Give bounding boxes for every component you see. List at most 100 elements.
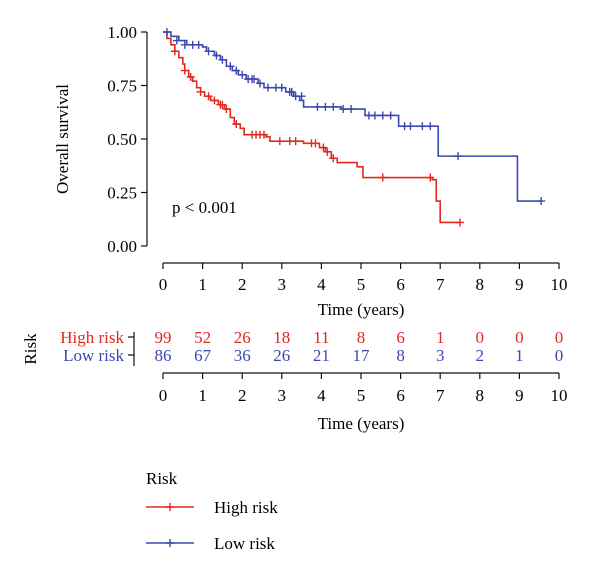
x-tick-label: 8 [476, 275, 485, 294]
high-risk-row-label: High risk [60, 328, 124, 347]
low-risk-count: 26 [273, 346, 290, 365]
high-risk-censor-mark [291, 137, 300, 146]
high-risk-count: 99 [155, 328, 172, 347]
high-risk-count: 0 [555, 328, 564, 347]
low-risk-censor-mark [297, 92, 306, 101]
risk-x-tick-label: 0 [159, 386, 168, 405]
low-risk-count: 1 [515, 346, 524, 365]
x-tick-label: 4 [317, 275, 326, 294]
low-risk-censor-mark [537, 197, 546, 206]
low-risk-censor-mark [180, 40, 189, 49]
low-risk-censor-mark [321, 102, 330, 111]
risk-x-tick-label: 9 [515, 386, 524, 405]
risk-table-x-ticks: 0 1 2 3 4 5 6 7 8 9 10 [159, 373, 568, 405]
high-risk-count: 0 [515, 328, 524, 347]
low-risk-censor-mark [212, 51, 221, 60]
low-risk-legend-label: Low risk [214, 534, 275, 553]
high-risk-censor-mark [426, 173, 435, 182]
high-risk-censor-mark [170, 47, 179, 56]
high-risk-censor-mark [323, 147, 332, 156]
x-axis-label: Time (years) [318, 300, 405, 319]
high-risk-censor-mark [222, 105, 231, 114]
risk-x-tick-label: 5 [357, 386, 366, 405]
high-risk-count: 0 [476, 328, 485, 347]
x-tick-label: 9 [515, 275, 524, 294]
low-risk-censor-mark [347, 105, 356, 114]
low-risk-legend-marker [166, 539, 174, 547]
low-risk-censor-mark [406, 122, 415, 131]
low-risk-censor-mark [339, 105, 348, 114]
y-axis-ticks: 0.00 0.25 0.50 0.75 1.00 [107, 23, 147, 256]
low-risk-censor-mark [204, 47, 213, 56]
low-risk-count: 17 [353, 346, 371, 365]
high-risk-censor-mark [204, 92, 213, 101]
y-axis-label: Overall survival [53, 84, 72, 194]
low-risk-censor-mark [418, 122, 427, 131]
risk-x-tick-label: 7 [436, 386, 445, 405]
high-risk-legend-marker [166, 503, 174, 511]
low-risk-survival-line [163, 31, 542, 202]
p-value-annotation: p < 0.001 [172, 198, 237, 217]
x-tick-label: 3 [278, 275, 287, 294]
high-risk-censor-mark [329, 154, 338, 163]
risk-table-x-axis-label: Time (years) [318, 414, 405, 433]
low-risk-count: 21 [313, 346, 330, 365]
high-risk-legend-label: High risk [214, 498, 278, 517]
high-risk-count: 11 [313, 328, 329, 347]
x-axis-ticks: 0 1 2 3 4 5 6 7 8 9 10 [159, 263, 568, 294]
low-risk-count: 67 [194, 346, 212, 365]
low-risk-count: 0 [555, 346, 564, 365]
high-risk-censor-mark [319, 143, 328, 152]
low-risk-censor-mark [386, 111, 395, 120]
low-risk-censor-mark [218, 55, 227, 64]
low-risk-censor-mark [277, 83, 286, 92]
high-risk-count: 26 [234, 328, 251, 347]
low-risk-censor-mark [226, 62, 235, 71]
high-risk-censor-mark [196, 87, 205, 96]
legend-items: High risk Low risk [146, 498, 278, 553]
low-risk-censor-mark [370, 111, 379, 120]
x-tick-label: 2 [238, 275, 247, 294]
risk-x-tick-label: 8 [476, 386, 485, 405]
high-risk-survival-line [163, 31, 460, 224]
risk-x-tick-label: 6 [396, 386, 405, 405]
risk-x-tick-label: 4 [317, 386, 326, 405]
low-risk-censor-mark [378, 111, 387, 120]
risk-x-tick-label: 3 [278, 386, 287, 405]
high-risk-censor-mark [311, 139, 320, 148]
x-tick-label: 7 [436, 275, 445, 294]
high-risk-count: 6 [396, 328, 405, 347]
low-risk-count: 36 [234, 346, 251, 365]
low-risk-count: 3 [436, 346, 445, 365]
y-tick-label: 0.00 [107, 237, 137, 256]
low-risk-censor-mark [454, 152, 463, 161]
high-risk-censor-mark [180, 66, 189, 75]
low-risk-count: 2 [476, 346, 485, 365]
x-tick-label: 1 [198, 275, 207, 294]
low-risk-censor-mark [232, 66, 241, 75]
low-risk-censor-mark [426, 122, 435, 131]
high-risk-censor-mark [259, 130, 268, 139]
x-tick-label: 6 [396, 275, 405, 294]
high-risk-count: 52 [194, 328, 211, 347]
low-risk-count: 86 [155, 346, 172, 365]
low-risk-censor-mark [194, 40, 203, 49]
y-tick-label: 0.50 [107, 130, 137, 149]
low-risk-censor-mark [287, 87, 296, 96]
high-risk-count: 18 [273, 328, 290, 347]
high-risk-censor-mark [275, 137, 284, 146]
survival-curves [162, 28, 546, 227]
x-tick-label: 5 [357, 275, 366, 294]
low-risk-censor-mark [313, 102, 322, 111]
y-tick-label: 0.75 [107, 77, 137, 96]
low-risk-censor-mark [256, 79, 265, 88]
y-tick-label: 0.25 [107, 184, 137, 203]
low-risk-row-label: Low risk [63, 346, 124, 365]
low-risk-censor-mark [238, 70, 247, 79]
risk-x-tick-label: 1 [198, 386, 207, 405]
high-risk-censor-mark [232, 120, 241, 129]
high-risk-censor-mark [186, 72, 195, 81]
risk-x-tick-label: 10 [551, 386, 568, 405]
high-risk-censor-mark [218, 100, 227, 109]
